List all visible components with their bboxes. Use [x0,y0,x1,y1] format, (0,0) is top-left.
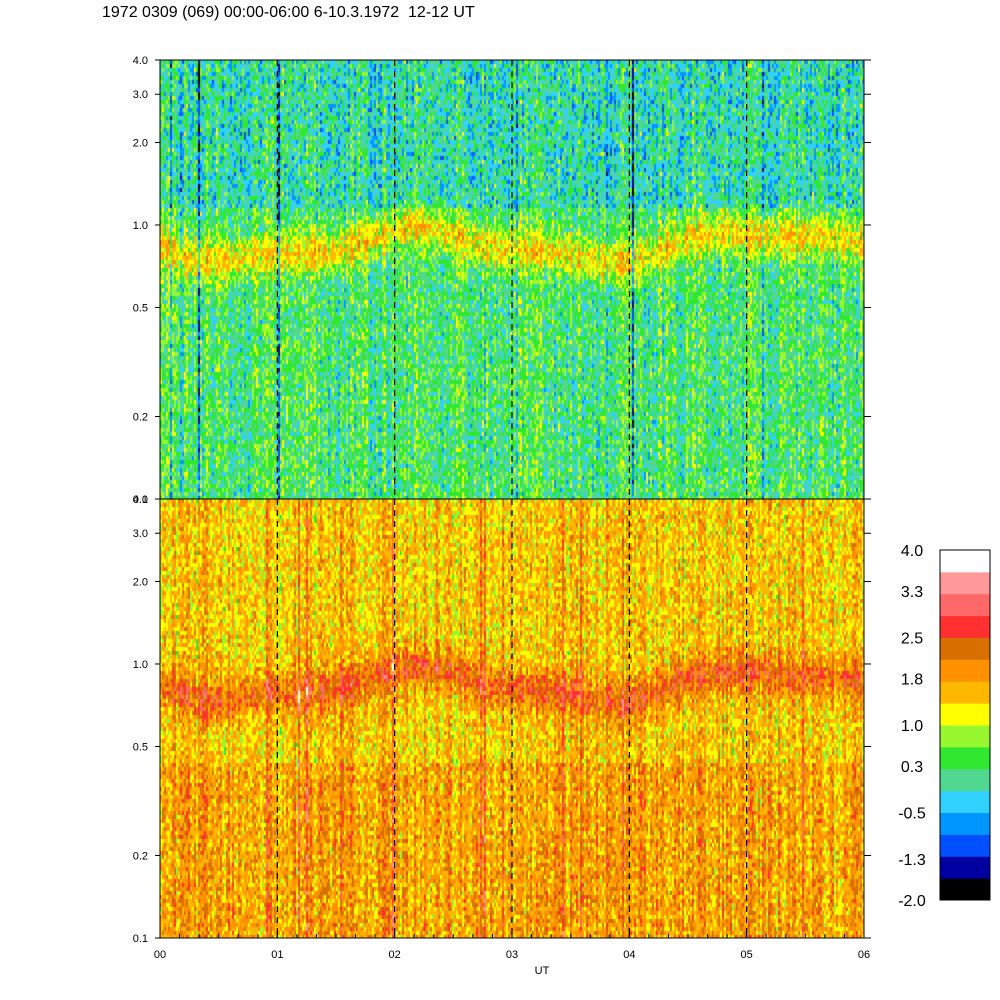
x-tick-label: 03 [506,949,518,961]
colorbar-label: -2.0 [898,893,926,910]
colorbar-label: 0.3 [901,759,923,776]
x-tick-label: 02 [389,949,401,961]
colorbar-swatch [940,571,990,595]
y-tick-label: 1.0 [133,220,148,232]
colorbar-swatch [940,659,990,682]
colorbar-label: 4.0 [901,543,923,560]
y-tick-label: 0.2 [133,851,148,863]
x-tick-label: 06 [858,949,870,961]
colorbar-swatch [940,790,990,813]
y-tick-label: 1.0 [133,659,148,671]
colorbar-label: -1.3 [898,852,926,869]
chart-title: 1972 0309 (069) 00:00-06:00 6-10.3.1972 … [102,4,475,21]
x-tick-label: 00 [154,949,166,961]
y-tick-label: 3.0 [133,89,148,101]
colorbar-swatch [940,856,990,879]
colorbar-label: 1.8 [901,671,923,688]
y-tick-label: 0.1 [133,494,148,506]
heatmap-upper: 4.0 3.0 2.0 1.0 0.5 0.2 0.1 [133,55,871,506]
x-tick-label: 01 [271,949,283,961]
y-tick-label: 4.0 [133,55,148,67]
heatmap-image-upper [160,60,864,499]
colorbar-frame [939,549,991,901]
colorbar: 4.0 3.3 2.5 1.8 1.0 0.3 -0.5 -1.3 -2.0 [898,543,991,910]
colorbar-swatch [940,703,990,726]
colorbar-swatch [940,637,990,660]
y-tick-label: 3.0 [133,528,148,540]
y-tick-label: 0.5 [133,302,148,314]
heatmap-lower: 4.0 3.0 2.0 1.0 0.5 0.2 0.1 00 01 02 03 04 05 06 UT [133,494,871,977]
colorbar-label: 1.0 [901,718,923,735]
colorbar-swatch [940,812,990,835]
colorbar-swatch [940,878,990,901]
x-tick-label: 05 [741,949,753,961]
colorbar-swatch [940,834,990,857]
colorbar-label: 2.5 [901,631,923,648]
y-tick-label: 2.0 [133,137,148,149]
y-tick-label: 0.5 [133,741,148,753]
colorbar-swatch [940,768,990,792]
heatmap-image-lower [160,499,864,938]
colorbar-swatch [940,550,990,573]
y-tick-label: 0.2 [133,412,148,424]
colorbar-swatch [940,681,990,704]
x-axis-label: UT [535,965,550,977]
y-tick-label: 0.1 [133,933,148,945]
colorbar-label: -0.5 [898,806,926,823]
x-tick-label: 04 [623,949,635,961]
colorbar-label: 3.3 [901,584,923,601]
y-tick-label: 4.0 [133,494,148,506]
colorbar-swatch [940,746,990,770]
y-tick-label: 2.0 [133,576,148,588]
colorbar-swatch [940,725,990,748]
colorbar-swatch [940,593,990,617]
colorbar-swatch [940,615,990,638]
